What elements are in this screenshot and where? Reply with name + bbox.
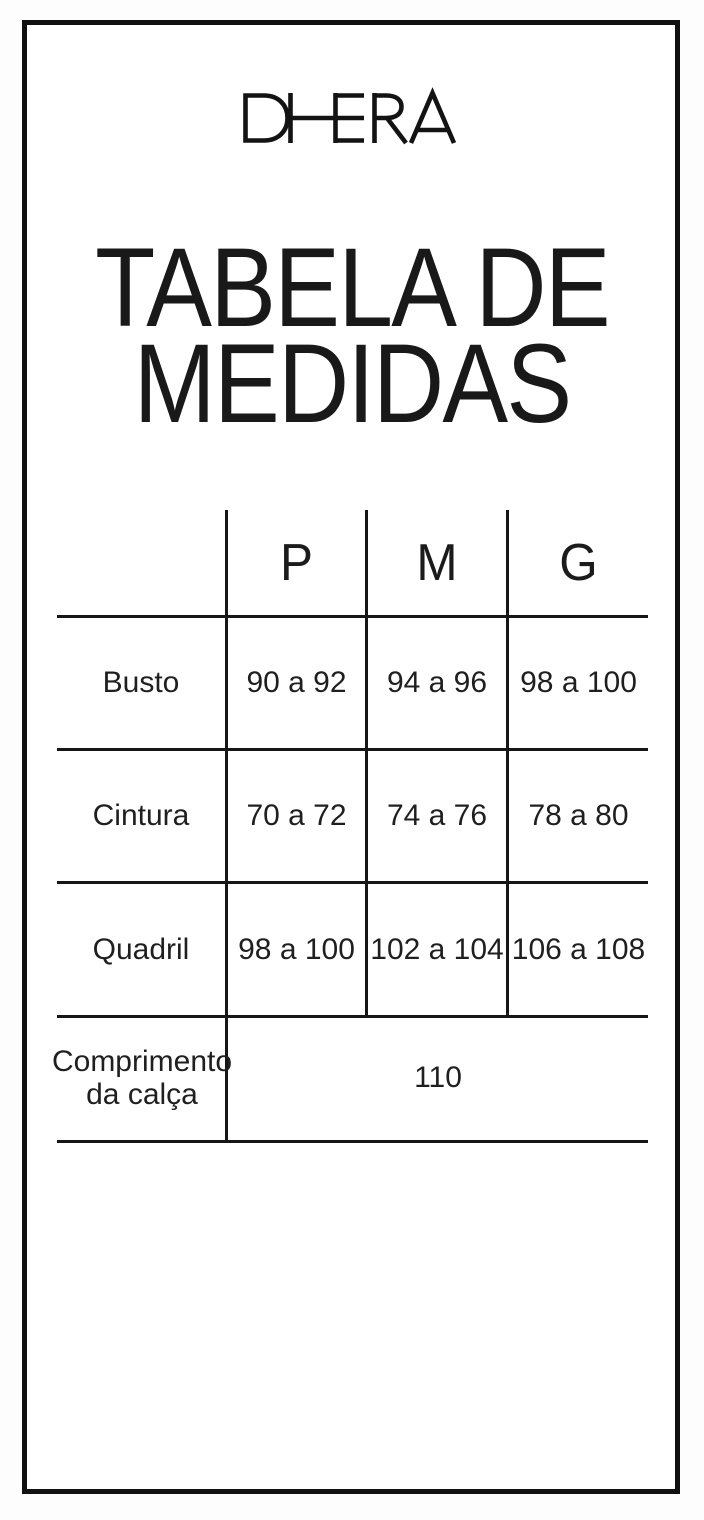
table-column-divider-3 [506,510,509,1018]
table-rule-below-busto [57,748,648,751]
measure-value-comprimento: 110 [414,1061,462,1094]
dhera-logo-mark [243,87,457,145]
logo-letter-e [333,93,364,143]
measure-value-busto-p: 90 a 92 [246,666,347,699]
table-rule-bottom [57,1140,648,1143]
page-title-line2: MEDIDAS [133,321,573,446]
table-rule-below-cintura [57,881,648,884]
dhera-logo: DHERA [243,87,457,145]
measure-value-busto-m: 94 a 96 [386,666,488,699]
page-title-line1: TABELA DE [95,225,610,350]
measure-value-cintura-m: 74 a 76 [386,799,488,832]
table-rule-below-quadril [57,1015,648,1018]
logo-letter-h [288,93,336,143]
measure-label-cintura: Cintura [92,799,190,832]
table-column-divider-2 [365,510,368,1018]
measure-value-quadril-m: 102 a 104 [370,932,504,966]
measure-value-quadril-p: 98 a 100 [238,932,355,966]
measure-value-busto-g: 98 a 100 [520,666,637,699]
table-rule-below-header [57,615,648,618]
page-title: TABELA DE MEDIDAS [0,225,704,446]
measure-value-quadril-g: 106 a 108 [511,932,646,966]
size-column-header-m: M [416,533,458,592]
size-column-header-g: G [559,533,598,592]
size-column-header-p: P [280,533,313,592]
table-column-divider-1 [225,510,228,1143]
page-border-frame [22,20,680,1494]
measure-value-cintura-g: 78 a 80 [528,799,629,832]
measure-value-cintura-p: 70 a 72 [246,799,347,832]
logo-letter-r [372,93,408,145]
measure-label-busto: Busto [102,666,180,699]
logo-letter-d [243,93,290,143]
measure-label-comprimento: Comprimento da calça [51,1045,233,1111]
logo-letter-a [408,87,457,144]
measure-label-quadril: Quadril [92,932,190,966]
